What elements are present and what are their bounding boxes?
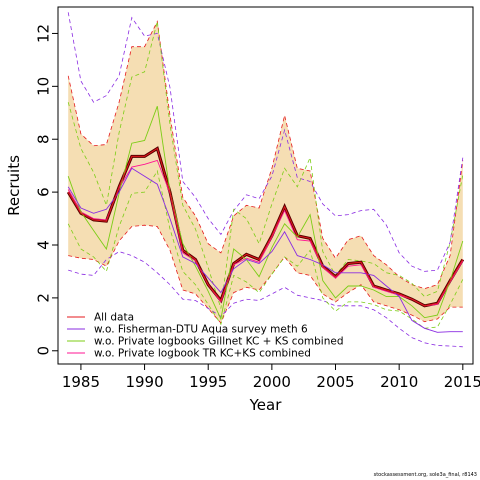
series-1-lower-interval-line <box>68 224 463 324</box>
legend-label: w.o. Fisherman-DTU Aqua survey meth 6 <box>94 324 308 336</box>
x-axis: 1985 1990 1995 2000 2005 2010 2015 <box>62 364 480 391</box>
y-tick-label: 0 <box>35 346 53 356</box>
series-2-lower-interval-line <box>68 251 463 348</box>
y-tick-label: 6 <box>35 187 53 197</box>
x-tick-label: 1985 <box>62 373 100 391</box>
y-tick-label: 12 <box>35 24 53 43</box>
series-2-line <box>67 167 463 333</box>
footer-credit: stockassessment.org, sole3a_final, r8143 <box>373 472 477 478</box>
confidence-band <box>68 21 463 323</box>
y-tick-label: 8 <box>35 134 53 144</box>
y-axis-title: Recruits <box>5 155 23 216</box>
series-3-line <box>67 106 464 321</box>
y-axis: 0 2 4 6 8 10 12 <box>35 24 58 356</box>
y-tick-label: 4 <box>35 240 53 250</box>
y-tick-label: 2 <box>35 293 53 303</box>
x-tick-label: 2015 <box>444 373 480 391</box>
x-tick-label: 1995 <box>189 373 227 391</box>
legend-label: w.o. Private logbook TR KC+KS combined <box>94 348 311 360</box>
series-3-lower-interval-line <box>67 169 464 329</box>
legend-label: All data <box>94 312 134 324</box>
series-1-upper-interval-line <box>67 20 464 290</box>
plot-frame <box>57 6 474 365</box>
x-tick-label: 1990 <box>125 373 163 391</box>
x-axis-title: Year <box>249 396 283 414</box>
confidence-band-layer <box>68 21 463 323</box>
y-tick-label: 10 <box>35 77 53 96</box>
series-1-line <box>67 147 464 307</box>
x-tick-label: 2010 <box>380 373 418 391</box>
series-line-layer <box>66 106 465 333</box>
x-tick-label: 2000 <box>253 373 291 391</box>
x-tick-label: 2005 <box>316 373 354 391</box>
series-interval-layer <box>67 12 464 348</box>
legend-label: w.o. Private logbooks Gillnet KC + KS co… <box>94 336 343 348</box>
